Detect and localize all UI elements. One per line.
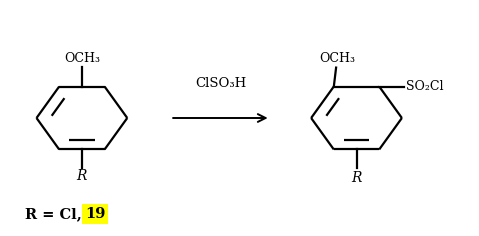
Text: OCH₃: OCH₃ <box>319 52 355 65</box>
Text: ClSO₃H: ClSO₃H <box>195 77 246 90</box>
Text: 19: 19 <box>85 207 105 221</box>
Text: R = Cl,: R = Cl, <box>24 207 86 221</box>
Text: R: R <box>351 171 362 185</box>
Text: SO₂Cl: SO₂Cl <box>406 80 444 93</box>
Text: R: R <box>77 169 87 184</box>
Text: OCH₃: OCH₃ <box>64 52 100 65</box>
